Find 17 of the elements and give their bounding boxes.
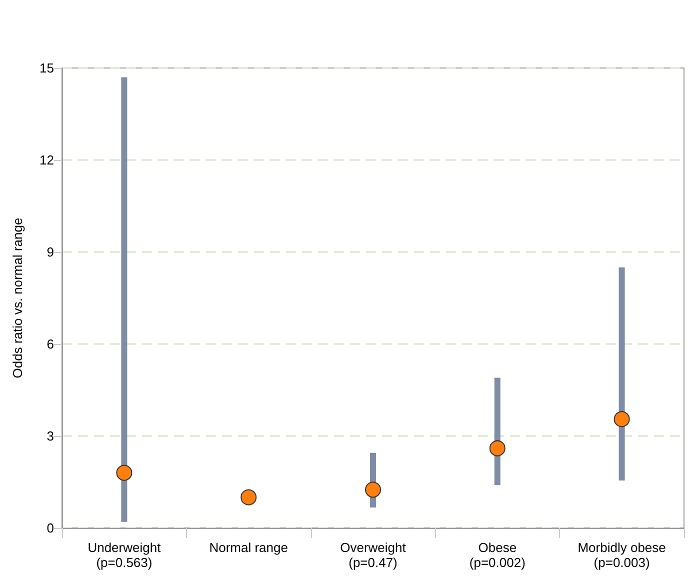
y-tick-label: 0	[46, 520, 54, 536]
point	[489, 440, 506, 456]
x-tick-label: Overweight (p=0.47)	[340, 540, 406, 570]
x-tick-label: Morbidly obese (p=0.003)	[578, 540, 666, 570]
y-tick-label: 3	[46, 428, 54, 444]
y-tick-label: 9	[46, 244, 54, 260]
x-tick-label: Obese (p=0.002)	[469, 540, 526, 570]
x-tick-label: Underweight (p=0.563)	[88, 540, 162, 570]
point	[365, 482, 381, 498]
x-tick-label: Normal range	[209, 540, 288, 555]
y-tick-label: 15	[40, 60, 54, 76]
y-axis-title: Odds ratio vs. normal range	[10, 218, 25, 378]
point	[614, 411, 630, 428]
point	[116, 464, 132, 481]
y-tick-label: 6	[46, 336, 54, 352]
point	[240, 489, 257, 506]
y-tick-label: 12	[40, 152, 54, 168]
